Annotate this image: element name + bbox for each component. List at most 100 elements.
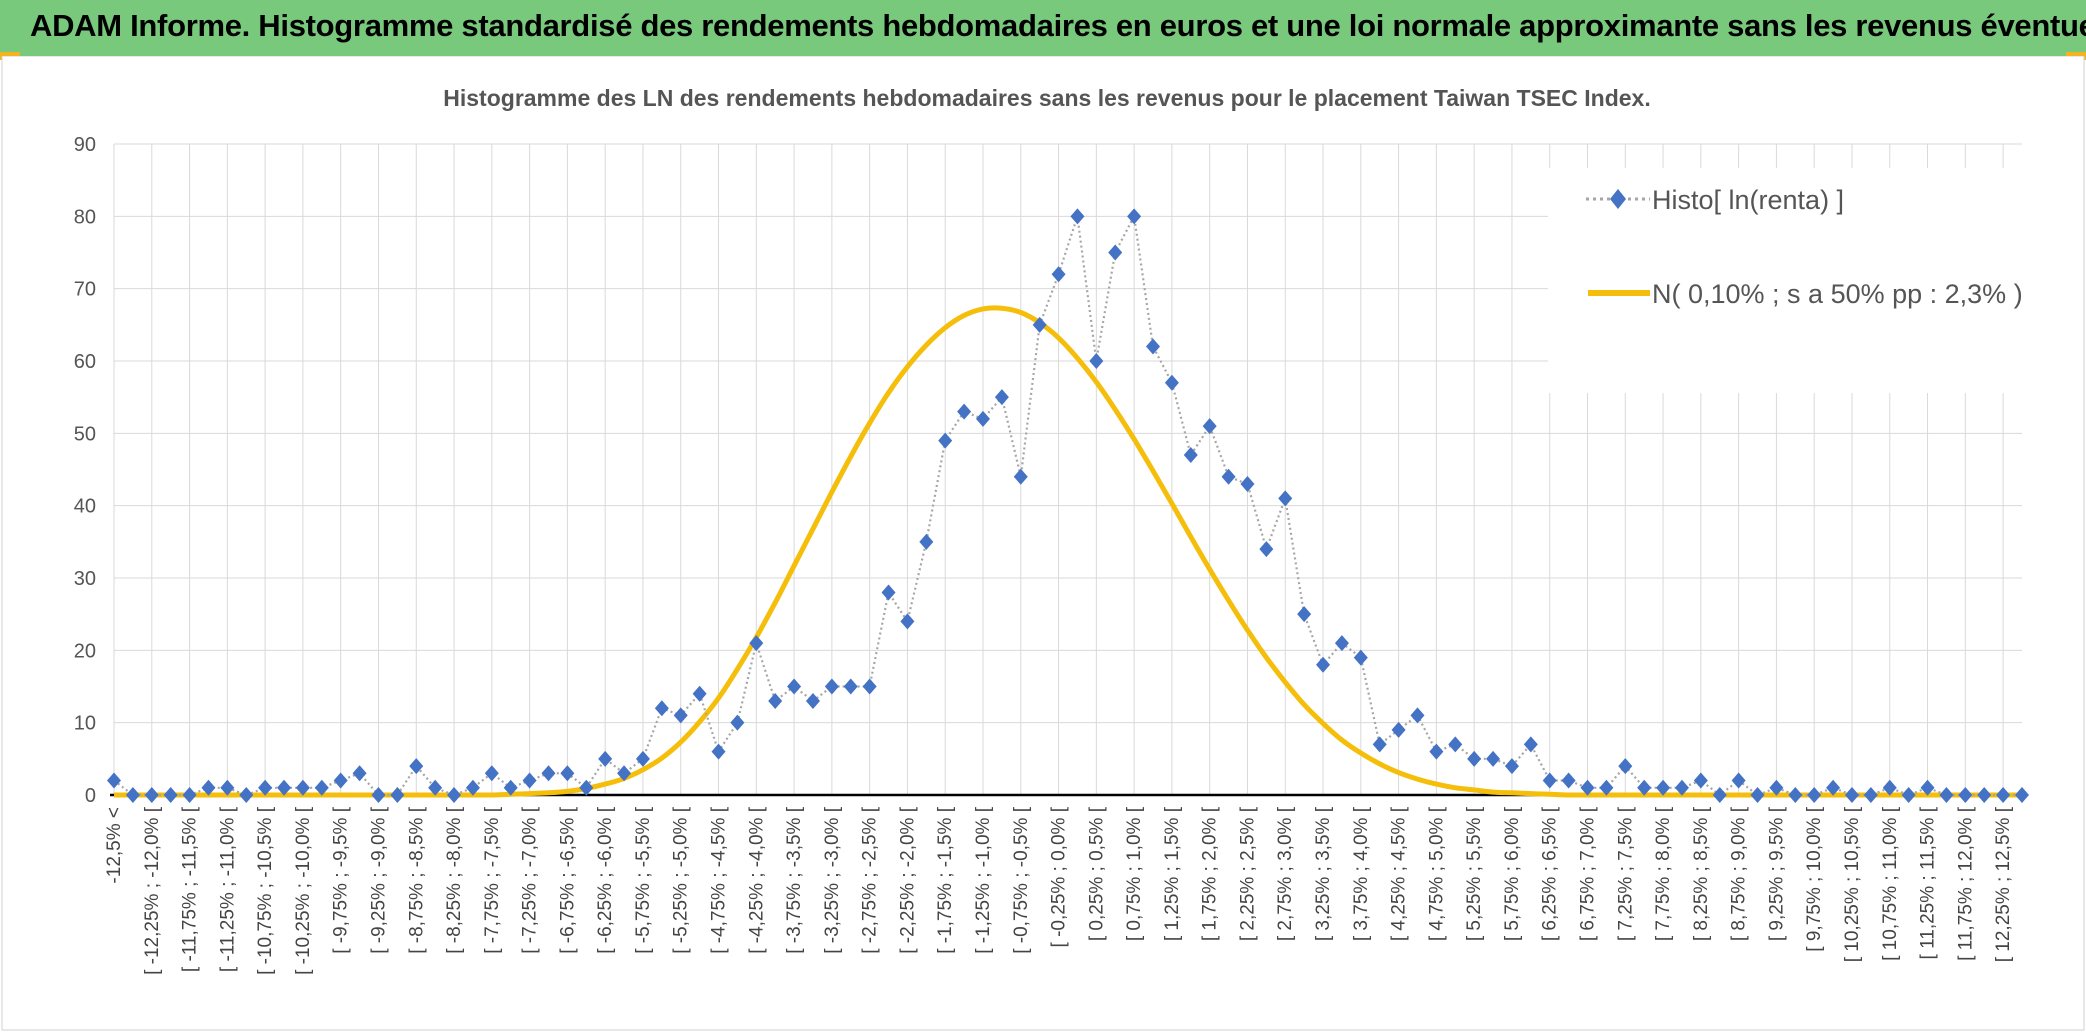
- histogram-point: [390, 787, 405, 803]
- histogram-point: [824, 678, 839, 695]
- x-tick-label: [ 4,25% ; 4,5% [: [1389, 806, 1410, 941]
- x-axis: -12,5% < [ -12,25% ; -12,0% [[ -11,75% ; …: [104, 793, 2026, 975]
- x-tick-label: [ -3,25% ; -3,0% [: [822, 806, 843, 954]
- histogram-point: [1259, 541, 1274, 558]
- histogram-point: [692, 685, 707, 702]
- histogram-point: [314, 779, 329, 796]
- x-tick-label: [ 2,25% ; 2,5% [: [1237, 806, 1258, 941]
- y-tick-label: 50: [74, 423, 96, 445]
- histogram-point: [1353, 649, 1368, 666]
- title-banner: ADAM Informe. Histogramme standardisé de…: [0, 0, 2086, 56]
- y-tick-label: 90: [74, 134, 96, 156]
- x-tick-label: [ -6,75% ; -6,5% [: [557, 806, 578, 954]
- histogram-point: [654, 700, 669, 717]
- histogram-point: [673, 707, 688, 724]
- histogram-point: [1146, 338, 1161, 355]
- histogram-point: [1750, 787, 1765, 803]
- histogram-point: [541, 765, 556, 782]
- page-title: ADAM Informe. Histogramme standardisé de…: [30, 8, 2086, 43]
- x-tick-label: [ 10,25% ; 10,5% [: [1842, 806, 1863, 962]
- histogram-point: [1429, 743, 1444, 760]
- x-tick-label: [ -5,75% ; -5,5% [: [633, 806, 654, 954]
- x-tick-label: [ 1,75% ; 2,0% [: [1200, 806, 1221, 941]
- x-tick-label: [ 3,75% ; 4,0% [: [1351, 806, 1372, 941]
- legend-label-histogram: Histo[ ln(renta) ]: [1652, 185, 1844, 215]
- histogram-point: [503, 779, 518, 796]
- y-tick-label: 10: [74, 713, 96, 735]
- histogram-point: [787, 678, 802, 695]
- histogram-point: [2015, 787, 2029, 803]
- histogram-point: [1297, 606, 1312, 623]
- histogram-series: [107, 208, 2029, 803]
- histogram-point: [957, 403, 972, 420]
- histogram-point: [1108, 244, 1123, 261]
- x-tick-label: [ -0,25% ; 0,0% [: [1049, 806, 1070, 947]
- x-tick-label: [ -12,25% ; -12,0% [: [142, 806, 163, 975]
- histogram-point: [1863, 787, 1878, 803]
- x-tick-label: [ 10,75% ; 11,0% [: [1880, 806, 1901, 961]
- histogram-point: [258, 779, 273, 796]
- histogram-point: [1202, 418, 1217, 435]
- histogram-point: [1504, 758, 1519, 775]
- histogram-point: [1448, 736, 1463, 753]
- x-tick-label: [ -8,25% ; -8,0% [: [444, 806, 465, 954]
- x-tick-label: [ 4,75% ; 5,0% [: [1426, 806, 1447, 941]
- histogram-point: [843, 678, 858, 695]
- histogram-point: [447, 787, 462, 803]
- histogram-point: [1939, 787, 1954, 803]
- histogram-point: [1996, 787, 2011, 803]
- histogram-point: [1372, 736, 1387, 753]
- x-tick-label: [ -5,25% ; -5,0% [: [671, 806, 692, 954]
- histogram-point: [900, 613, 915, 630]
- histogram-point: [163, 787, 178, 803]
- y-tick-label: 30: [74, 568, 96, 590]
- histogram-point: [730, 714, 745, 731]
- chart-title: Histogramme des LN des rendements hebdom…: [443, 85, 1650, 111]
- x-tick-label: [ -2,25% ; -2,0% [: [897, 806, 918, 954]
- y-tick-label: 0: [85, 785, 96, 807]
- histogram-point: [1788, 787, 1803, 803]
- histogram-point: [994, 389, 1009, 406]
- histogram-point: [1731, 772, 1746, 789]
- histogram-point: [428, 779, 443, 796]
- histogram-point: [1674, 779, 1689, 796]
- x-tick-label: [ 11,75% ; 12,0% [: [1955, 806, 1976, 961]
- histogram-point: [107, 772, 121, 789]
- histogram-point: [1089, 353, 1104, 369]
- x-tick-label: [ 5,75% ; 6,0% [: [1502, 806, 1523, 941]
- histogram-point: [560, 765, 575, 782]
- histogram-point: [1542, 772, 1557, 789]
- histogram-point: [465, 779, 480, 796]
- x-tick-label: [ -3,75% ; -3,5% [: [784, 806, 805, 954]
- y-tick-label: 60: [74, 351, 96, 373]
- histogram-point: [1712, 787, 1727, 803]
- histogram-point: [1769, 779, 1784, 796]
- histogram-point: [1561, 772, 1576, 789]
- x-tick-label: -12,5% <: [104, 807, 125, 884]
- x-tick-label: [ 1,25% ; 1,5% [: [1162, 806, 1183, 941]
- chart-container: Histogramme des LN des rendements hebdom…: [0, 56, 2086, 1032]
- histogram-point: [295, 779, 310, 796]
- y-tick-label: 20: [74, 640, 96, 662]
- histogram-point: [1486, 750, 1501, 767]
- x-tick-label: [ -9,25% ; -9,0% [: [368, 806, 389, 954]
- x-tick-label: [ 0,75% ; 1,0% [: [1124, 806, 1145, 941]
- histogram-point: [409, 758, 424, 775]
- x-tick-label: [ -2,75% ; -2,5% [: [860, 806, 881, 954]
- histogram-point: [805, 692, 820, 709]
- histogram-point: [881, 584, 896, 601]
- x-tick-label: [ 12,25% ; 12,5% [: [1993, 806, 2014, 962]
- histogram-point: [1807, 787, 1822, 803]
- x-tick-label: [ 7,25% ; 7,5% [: [1615, 806, 1636, 941]
- normal-curve-line: [114, 305, 2022, 798]
- x-tick-label: [ 6,25% ; 6,5% [: [1540, 806, 1561, 941]
- histogram-point: [1278, 490, 1293, 507]
- x-tick-label: [ 2,75% ; 3,0% [: [1275, 806, 1296, 941]
- histogram-point: [711, 743, 726, 760]
- histogram-point: [144, 787, 159, 803]
- histogram-point: [1334, 635, 1349, 652]
- histogram-point: [239, 787, 254, 803]
- histogram-point: [1013, 468, 1028, 485]
- histogram-point: [1901, 787, 1916, 803]
- histogram-point: [1127, 208, 1142, 225]
